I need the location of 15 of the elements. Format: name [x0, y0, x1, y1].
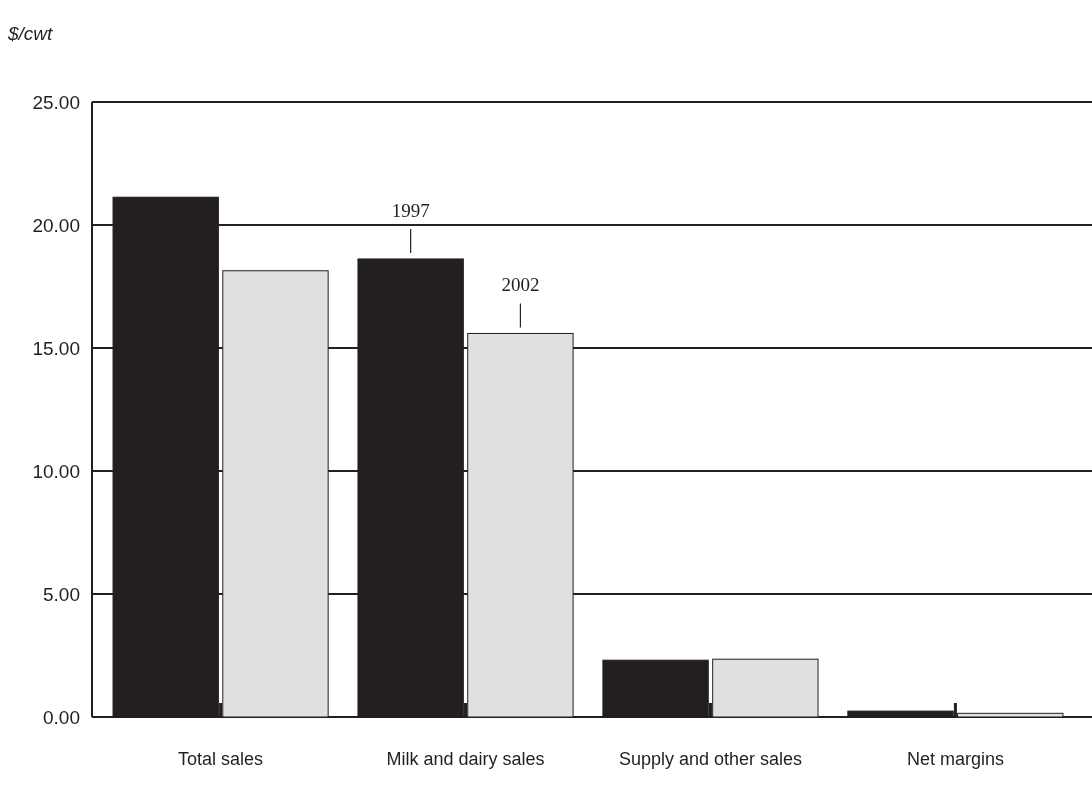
y-tick-label: 5.00 [43, 583, 80, 605]
y-axis-title: $/cwt [7, 23, 54, 44]
y-tick-label: 10.00 [32, 460, 80, 482]
series-label: 2002 [501, 274, 540, 296]
x-tick-label: Total sales [178, 749, 264, 769]
y-tick-label: 15.00 [32, 337, 80, 359]
y-tick-label: 25.00 [32, 91, 80, 113]
series-label: 1997 [391, 199, 430, 221]
y-tick-label: 20.00 [32, 214, 80, 236]
bar [712, 658, 819, 718]
bar [602, 659, 709, 718]
y-tick-label: 0.00 [43, 706, 80, 728]
x-tick-label: Net margins [906, 749, 1004, 769]
x-tick-label: Milk and dairy sales [386, 749, 545, 769]
x-tick-label: Supply and other sales [618, 749, 803, 769]
